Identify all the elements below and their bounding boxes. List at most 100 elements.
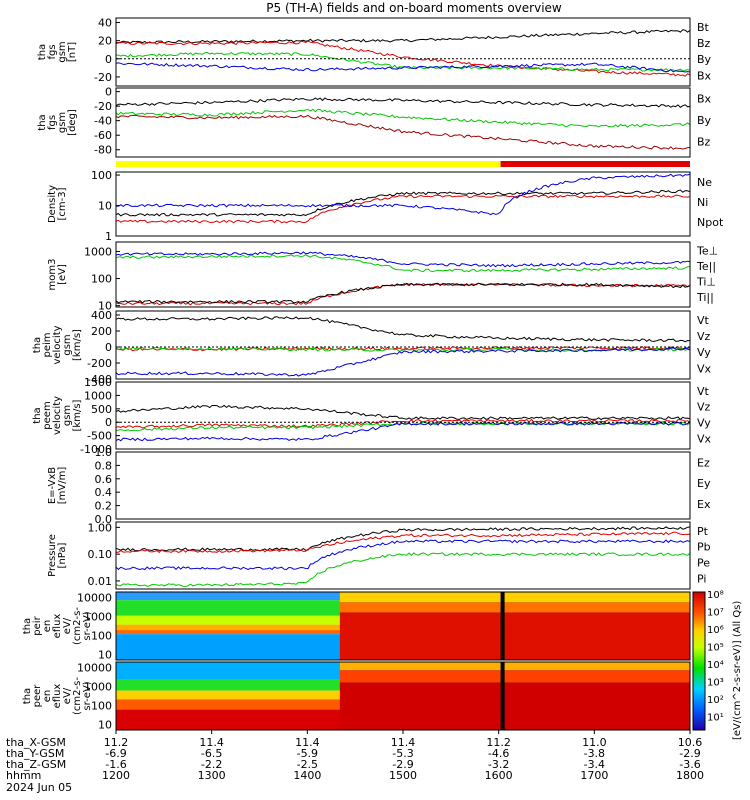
tick-label: -60 <box>94 129 112 142</box>
x-tick-label: -5.9 <box>297 747 318 760</box>
panel-frame <box>115 310 691 380</box>
x-tick-label: -2.9 <box>679 747 700 760</box>
x-tick-label: -5.3 <box>392 747 413 760</box>
colorbar-label: [eV/(cm^2-s-sr-eV)] (All Qs) <box>732 601 743 740</box>
ylabel-line: peer <box>32 684 43 708</box>
axis-row-label: tha_Z-GSM <box>6 758 66 771</box>
x-tick-label: 11.4 <box>199 736 224 749</box>
x-tick-label: 1200 <box>102 769 130 782</box>
x-tick-label: -2.5 <box>297 758 318 771</box>
ylabel-line: mom3 <box>47 259 58 291</box>
ylabel-line: eV/ <box>62 617 73 634</box>
series-Bz <box>115 114 691 150</box>
ylabel-line: tha <box>32 407 43 423</box>
series-Bt <box>115 29 691 44</box>
tick-label: 500 <box>91 403 112 416</box>
panel-1-ylabel: tha fgs gsm [nT] <box>37 41 78 62</box>
x-tick-label: 1400 <box>293 769 321 782</box>
legend-Pe: Pe <box>697 557 710 570</box>
legend-Vy: Vy <box>697 417 711 430</box>
ylabel-line: eflux <box>52 614 63 639</box>
series-Npot <box>115 173 691 216</box>
series-Ti|| <box>115 254 691 273</box>
series-By <box>115 108 691 128</box>
axis-row-label: hhmm <box>6 769 41 782</box>
ylabel-line: E=-VxB <box>47 467 58 504</box>
tick-label: 10 <box>98 718 112 731</box>
x-tick-label: -1.6 <box>105 758 126 771</box>
ylabel-line: (cm2-s- <box>72 607 83 645</box>
ylabel-line: peir <box>32 615 43 635</box>
x-tick-label: 1300 <box>198 769 226 782</box>
ylabel-line: peim <box>42 332 53 357</box>
x-tick-label: 1800 <box>676 769 704 782</box>
tick-label: 10 <box>98 648 112 661</box>
series-Bx <box>115 62 691 73</box>
series-Vz <box>115 418 691 429</box>
legend-By: By <box>697 114 712 127</box>
tick-label: 1500 <box>84 376 112 389</box>
tick-label: 100 <box>91 629 112 642</box>
panel-4-ylabel: mom3 [eV] <box>47 259 68 291</box>
series-Vx <box>115 421 691 442</box>
ylabel-line: tha <box>22 618 33 634</box>
legend-Ti||: Ti|| <box>696 291 714 304</box>
data-gap <box>500 662 505 730</box>
tick-label: 0.10 <box>88 548 113 561</box>
tick-label: 1.00 <box>88 521 113 534</box>
x-tick-label: -3.2 <box>488 758 509 771</box>
ylabel-line: en <box>42 620 53 633</box>
panel-6-ylabel: tha peem velocity gsm [km/s] <box>32 396 83 435</box>
panel-frame <box>115 451 691 520</box>
legend-Ni: Ni <box>697 196 708 209</box>
series-Bz <box>115 40 691 77</box>
spectrogram-band <box>339 612 690 660</box>
legend-Bz: Bz <box>697 136 711 149</box>
tick-label: -40 <box>94 115 112 128</box>
panel-frame <box>115 591 691 661</box>
x-tick-label: 1500 <box>389 769 417 782</box>
tick-label: 0.8 <box>95 459 113 472</box>
figure-title: P5 (TH-A) fields and on-board moments ov… <box>266 1 562 15</box>
ylabel-line: sr-eV) <box>82 611 93 640</box>
ylabel-line: [km/s] <box>72 399 83 431</box>
legend-Pt: Pt <box>697 525 709 538</box>
x-tick-label: 11.4 <box>391 736 416 749</box>
legend-Ne: Ne <box>697 176 712 189</box>
x-tick-label: -2.9 <box>392 758 413 771</box>
tick-label: 0.01 <box>88 575 113 588</box>
tick-label: -500 <box>87 430 112 443</box>
ylabel-line: gsm <box>57 41 68 62</box>
data-gap <box>500 592 505 660</box>
x-tick-label: -6.9 <box>105 747 126 760</box>
panel-8: Pressure [nPa] 1.00 0.10 0.01 Pt Pb Pe Pi <box>47 521 711 590</box>
spectrogram-band <box>339 662 690 671</box>
ylabel-line: tha <box>37 44 48 60</box>
tick-label: 0.0 <box>95 513 113 526</box>
legend-Vt: Vt <box>697 314 710 327</box>
legend-Ez: Ez <box>697 456 710 469</box>
tick-label: 1 <box>105 230 112 243</box>
series-Pb <box>115 531 691 554</box>
legend-Bz: Bz <box>697 37 711 50</box>
panel-frame <box>115 381 691 450</box>
legend-Pi: Pi <box>697 573 706 586</box>
ylabel-line: Density <box>47 185 58 223</box>
panel-frame <box>115 171 691 237</box>
legend-Te⊥: Te⊥ <box>696 245 718 258</box>
ylabel-line: gsm <box>62 334 73 355</box>
tick-label: 100 <box>91 273 112 286</box>
legend-Bt: Bt <box>697 21 710 34</box>
axis-row-label: 2024 Jun 05 <box>6 781 72 794</box>
legend-Vz: Vz <box>697 401 711 414</box>
panel-6: tha peem velocity gsm [km/s]150010005000-500… <box>32 376 712 456</box>
tick-label: 1000 <box>84 245 112 258</box>
ylabel-line: [km/s] <box>72 329 83 361</box>
ylabel-line: sr-eV) <box>82 681 93 710</box>
tick-label: 100 <box>91 169 112 182</box>
colorbar-tick: 10⁵ <box>707 643 724 654</box>
ylabel-line: fgs <box>47 44 58 59</box>
legend-Vy: Vy <box>697 346 711 359</box>
series-Vt <box>115 404 691 421</box>
